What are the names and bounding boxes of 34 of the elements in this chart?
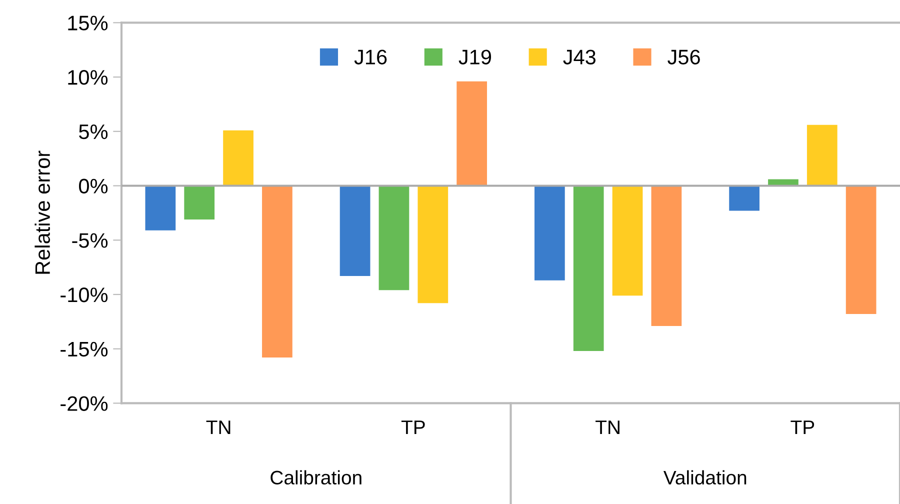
bar: [378, 186, 410, 290]
y-tick-label: -5%: [72, 233, 108, 248]
bar: [729, 186, 760, 211]
bar: [145, 186, 176, 230]
x-tick-label: TP: [790, 420, 814, 434]
y-tick-label: -20%: [60, 396, 108, 411]
bar: [456, 81, 488, 186]
text: Validation: [663, 470, 746, 485]
y-tick-label: 15%: [68, 16, 108, 30]
bar: [223, 130, 254, 186]
legend-label: J19: [458, 50, 492, 64]
bar: [806, 124, 838, 186]
y-tick-label: 5%: [79, 124, 108, 140]
x-tick-label: TN: [596, 420, 620, 434]
legend-label: J16: [354, 50, 387, 64]
bar: [534, 186, 565, 280]
y-axis-title: Relative error: [34, 150, 50, 274]
bar: [340, 186, 370, 276]
y-tick-label: 0%: [79, 178, 108, 194]
bar: [418, 186, 448, 304]
y-tick-label: -10%: [60, 287, 108, 302]
y-tick-label: -15%: [60, 342, 108, 357]
legend-label: J56: [668, 50, 700, 64]
y-tick-label: 10%: [68, 70, 108, 85]
bar: [612, 186, 643, 296]
bar: [573, 186, 604, 352]
bar: [184, 186, 215, 220]
x-tick-label: TN: [206, 420, 230, 434]
text: Calibration: [270, 470, 362, 485]
x-tick-label: TP: [401, 420, 425, 434]
bar: [846, 186, 876, 314]
legend-label: J43: [563, 50, 596, 64]
bar: [651, 186, 682, 326]
bar: [262, 186, 292, 358]
